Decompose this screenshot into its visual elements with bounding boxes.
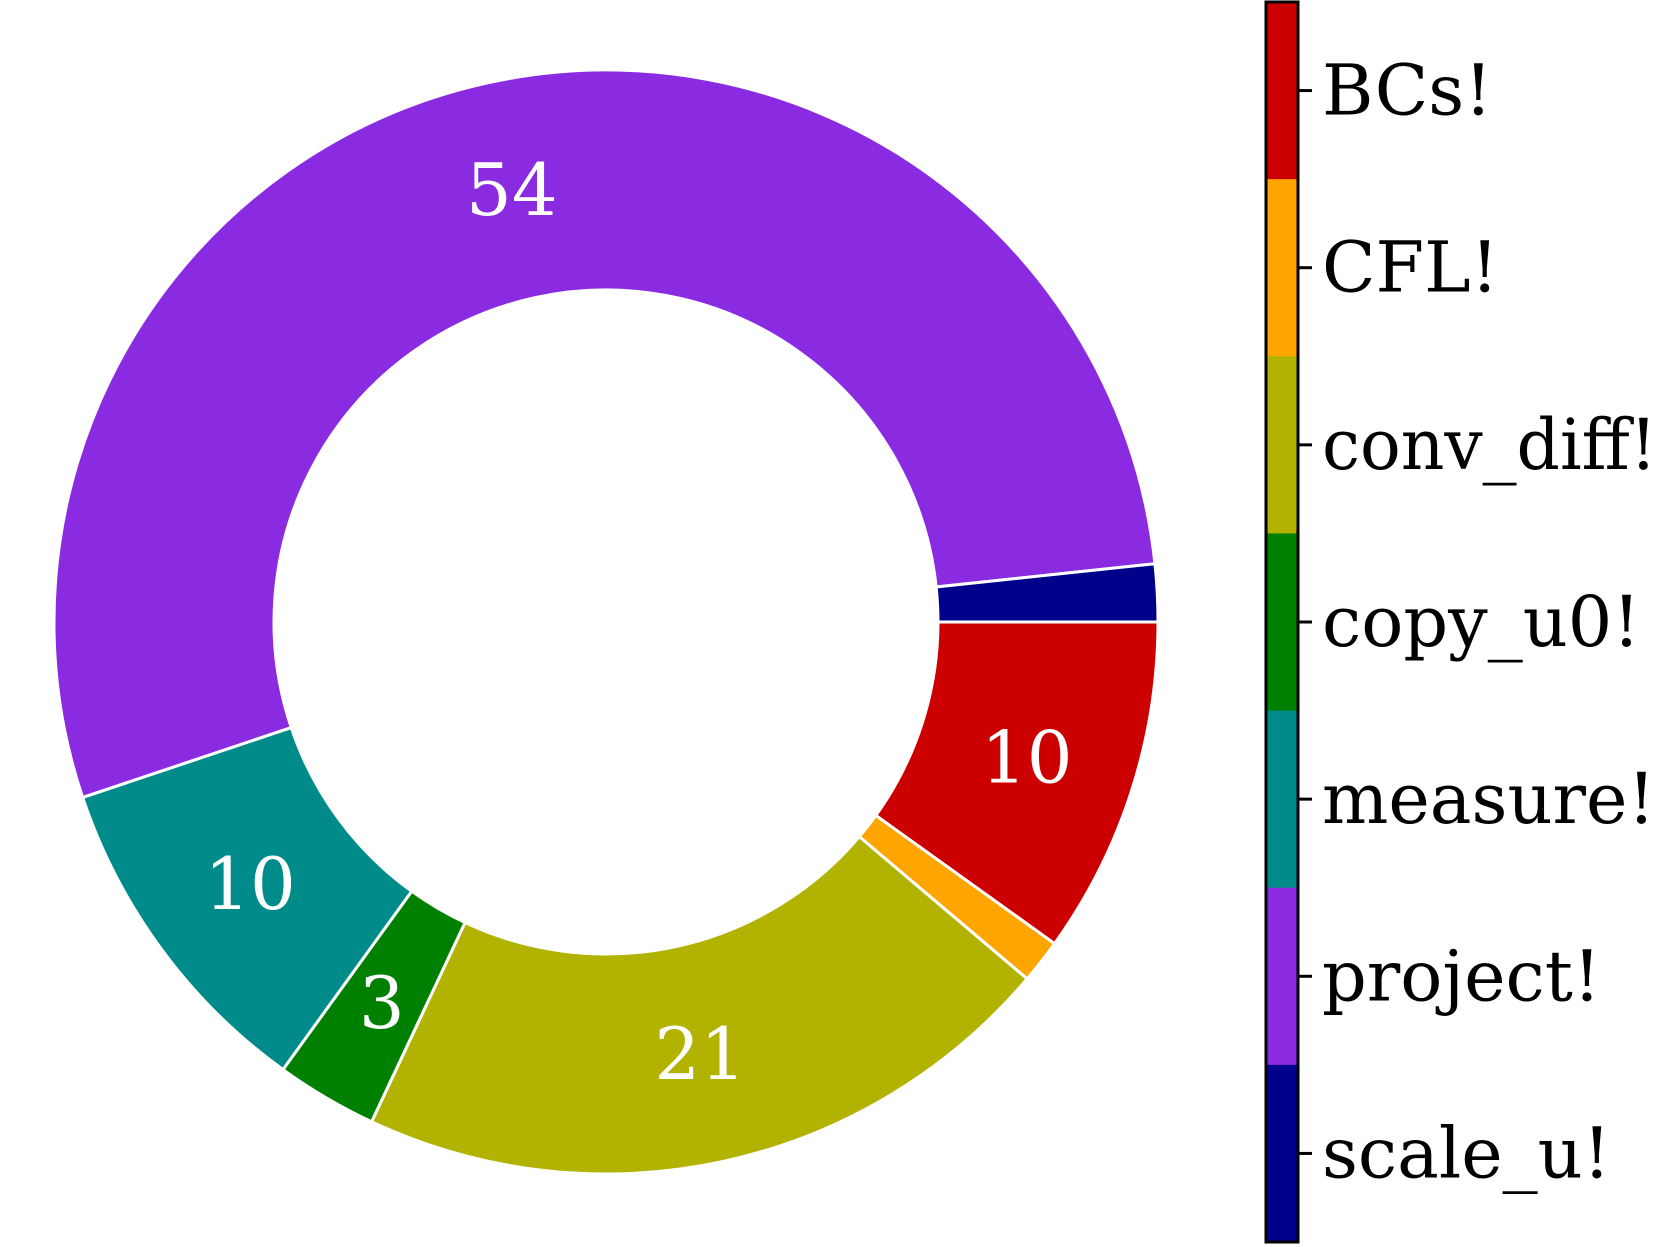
colorbar-frame (1264, 0, 1300, 1244)
slice-value-label: 21 (654, 1012, 746, 1096)
colorbar-segment (1266, 1064, 1298, 1243)
slice-value-label: 10 (204, 842, 296, 926)
colorbar-segment (1266, 179, 1298, 357)
colorbar-label: scale_u! (1322, 1112, 1611, 1194)
slice-value-label: 54 (466, 148, 558, 232)
slice-scale-u (934, 562, 1160, 624)
colorbar-label: conv_diff! (1322, 404, 1657, 486)
slice-project (52, 68, 1157, 800)
colorbar-label: copy_u0! (1322, 581, 1640, 663)
colorbar: BCs! CFL! conv_diff! copy_u0! measure! projec… (1264, 0, 1657, 1244)
colorbar-segment (1266, 356, 1298, 534)
slice-conv-diff (369, 834, 1030, 1176)
donut-slices (52, 68, 1160, 1176)
slice-labels: 10 21 3 10 54 (204, 148, 1072, 1096)
slice-value-label: 3 (359, 961, 405, 1045)
colorbar-label: BCs! (1322, 50, 1492, 132)
colorbar-label: CFL! (1322, 227, 1499, 309)
colorbar-segment (1266, 2, 1298, 180)
colorbar-label: measure! (1322, 758, 1656, 840)
colorbar-segment (1266, 710, 1298, 889)
slice-value-label: 10 (981, 715, 1073, 799)
colorbar-label: project! (1322, 935, 1601, 1017)
colorbar-segment (1266, 533, 1298, 712)
colorbar-segment (1266, 887, 1298, 1066)
